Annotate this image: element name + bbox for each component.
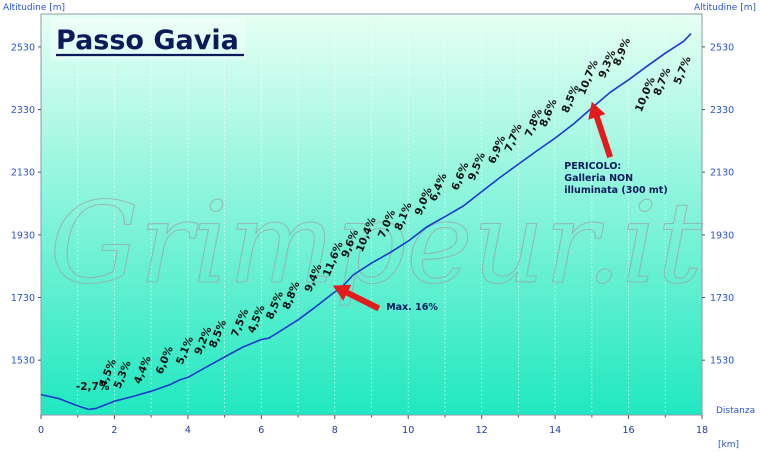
annotation-line: illuminata (300 mt) [564,185,667,196]
y-tick-label-right: 1530 [710,356,734,367]
annotation-line: Max. 16% [386,302,438,313]
chart-title: Passo Gavia [56,25,239,56]
title-box: Passo Gavia [51,18,246,60]
x-tick-label: 4 [185,425,191,436]
x-tick-label: 8 [332,425,338,436]
x-tick-label: 10 [402,425,414,436]
y-tick-label-left: 2130 [11,168,35,179]
x-tick-label: 0 [38,425,44,436]
y-tick-label-left: 2530 [11,42,35,53]
annotation-text: Max. 16% [386,302,438,313]
y-tick-label-right: 2130 [710,168,734,179]
annotation-arrow [332,284,381,312]
y-axis-title-right: Altitudine [m] [694,3,756,13]
x-tick-label: 18 [696,425,708,436]
axes: 0 2 4 6 8 10 12 14 16 18 1530 1530 1730 1730 1930 1930 2… [11,42,734,436]
y-axis-title-left: Altitudine [m] [3,3,65,13]
annotation-line: PERICOLO: [564,161,621,172]
x-axis-title: Distanza [716,406,755,416]
x-tick-label: 12 [476,425,488,436]
annotation-text: PERICOLO: Galleria NON illuminata (300 mt) [564,161,667,196]
x-tick-label: 14 [549,425,561,436]
y-tick-label-right: 2530 [710,42,734,53]
y-tick-label-right: 1930 [710,230,734,241]
y-tick-label-left: 1930 [11,230,35,241]
annotation-arrow [588,101,613,159]
annotation-line: Galleria NON [564,173,633,184]
x-axis-unit: [km] [718,440,739,450]
y-tick-label-right: 2330 [710,105,734,116]
y-tick-label-left: 2330 [11,105,35,116]
y-tick-label-left: 1530 [11,356,35,367]
annotations: Max. 16% PERICOLO: Galleria NON illuminata … [332,101,668,313]
watermark-text: Grimpeur.it [50,179,704,309]
grade-label: -2,7% [76,381,110,393]
vertical-grid [77,14,666,415]
x-tick-label: 6 [258,425,264,436]
y-tick-label-right: 1730 [710,293,734,304]
x-tick-label: 16 [623,425,635,436]
x-tick-label: 2 [111,425,117,436]
y-tick-label-left: 1730 [11,293,35,304]
